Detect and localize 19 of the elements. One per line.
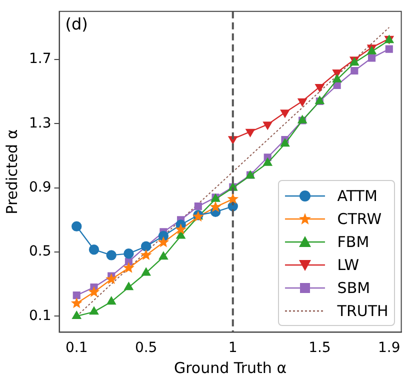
y-axis-title: Predicted α — [2, 129, 21, 214]
legend-label: TRUTH — [337, 302, 388, 320]
x-tick-label: 1.5 — [308, 340, 331, 356]
legend-label: LW — [337, 256, 360, 274]
x-tick-label: 1 — [228, 340, 238, 356]
x-axis-title: Ground Truth α — [174, 358, 287, 377]
x-tick-label: 0.1 — [65, 340, 88, 356]
x-tick-label: 1.9 — [378, 340, 400, 356]
legend-label: ATTM — [337, 186, 378, 205]
legend-label: SBM — [337, 278, 370, 297]
y-tick-label: 0.5 — [29, 244, 52, 260]
y-tick-label: 0.9 — [29, 179, 52, 196]
legend-label: FBM — [337, 232, 370, 251]
y-tick-label: 1.3 — [29, 115, 52, 132]
y-tick-label: 0.1 — [29, 308, 52, 324]
x-tick-label: 0.5 — [134, 340, 158, 356]
y-tick-label: 1.7 — [29, 51, 52, 68]
legend-label: CTRW — [337, 210, 382, 228]
annotation: (d) — [65, 14, 88, 34]
